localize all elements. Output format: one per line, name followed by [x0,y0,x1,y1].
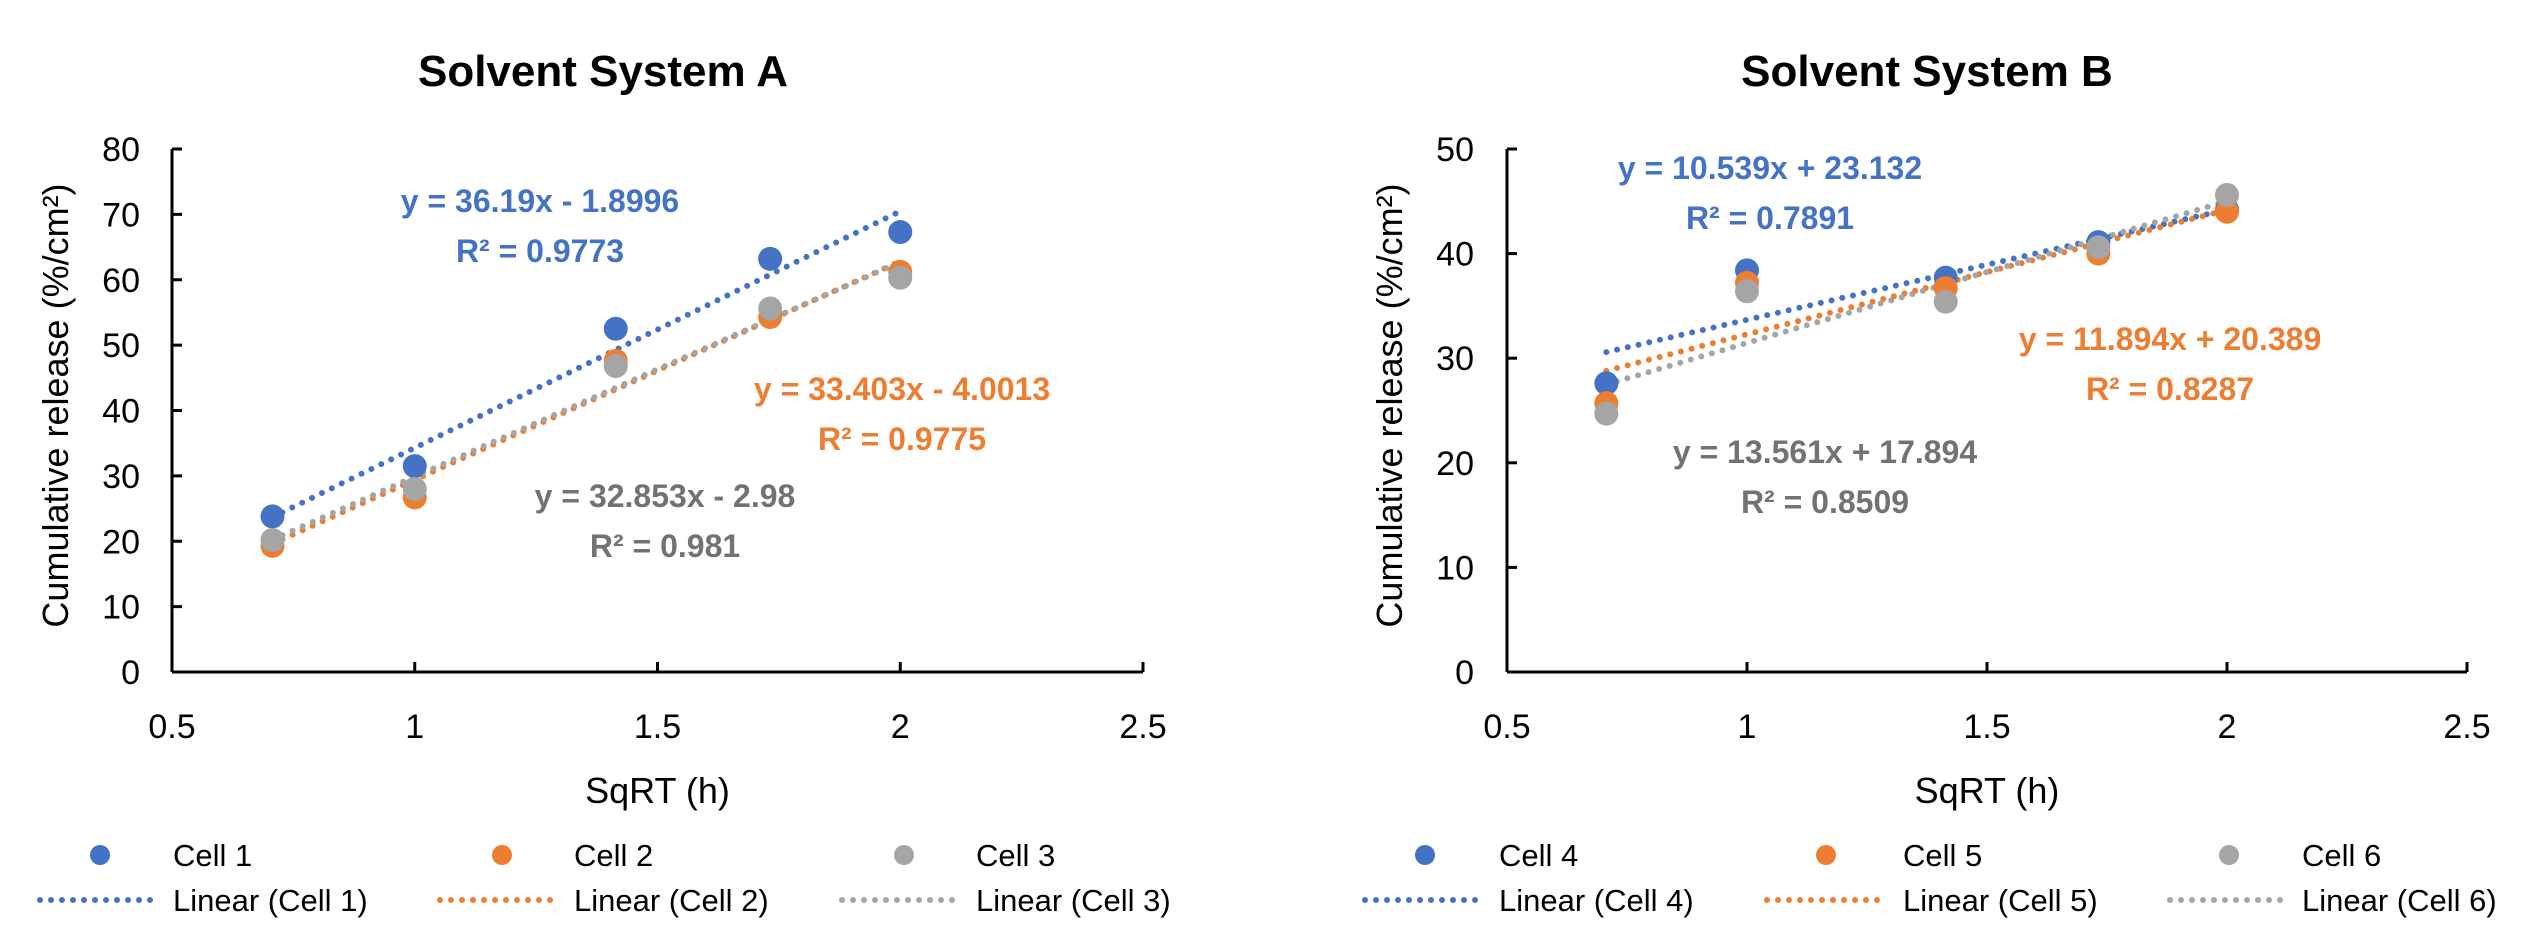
x-tick-label: 1.5 [634,708,681,746]
legend-label: Cell 1 [173,838,252,873]
x-tick-label: 1.5 [1963,708,2010,746]
data-point-cell-3 [888,265,913,290]
legend-label: Cell 2 [574,838,653,873]
y-tick-label: 60 [102,262,140,300]
legend-marker-cell-1 [90,845,110,865]
y-tick-label: 40 [1436,236,1474,274]
y-tick-label: 30 [1436,340,1474,378]
y-tick-label: 40 [102,393,140,431]
data-point-cell-1 [402,454,427,479]
y-axis-title: Cumulative release (%/cm²) [1369,183,1410,627]
data-point-cell-6 [2215,183,2239,208]
y-tick-label: 50 [1436,131,1474,169]
x-axis-title: SqRT (h) [585,770,730,811]
x-tick-label: 0.5 [148,708,195,746]
trendline-cell-5 [1603,206,2230,374]
legend-marker-cell-6 [2219,845,2239,865]
legend-trendline-label: Linear (Cell 1) [173,883,368,918]
y-tick-label: 0 [1455,654,1474,692]
legend-trendline-label: Linear (Cell 3) [976,883,1171,918]
data-point-cell-1 [260,504,285,529]
data-point-cell-1 [888,220,913,245]
trendline-equation: y = 10.539x + 23.132 [1618,150,1922,186]
legend-label: Cell 6 [2302,838,2381,873]
x-tick-label: 2.5 [1119,708,1166,746]
data-point-cell-6 [2086,235,2111,260]
legend-label: Cell 4 [1499,838,1578,873]
legend-marker-cell-3 [894,845,914,865]
y-axis-title: Cumulative release (%/cm²) [35,183,76,627]
trendline-r-squared: R² = 0.8287 [2086,371,2254,407]
legend-trendline-label: Linear (Cell 5) [1903,883,2098,918]
x-tick-label: 2.5 [2443,708,2490,746]
legend-marker-cell-5 [1816,845,1836,865]
x-axis-title: SqRT (h) [1915,770,2060,811]
y-tick-label: 20 [102,523,140,561]
trendline-equation: y = 32.853x - 2.98 [535,478,796,514]
legend-trendline-label: Linear (Cell 6) [2302,883,2497,918]
chart-b: Solvent System B 0 10 20 30 40 50 0.5 1 1.5 2 2.5 Sq… [1362,47,2497,918]
legend-marker-cell-4 [1415,845,1435,865]
y-tick-label: 0 [121,654,140,692]
y-tick-label: 10 [1436,549,1474,587]
y-tick-label: 30 [102,458,140,496]
legend-label: Cell 3 [976,838,1055,873]
y-tick-label: 50 [102,327,140,365]
x-tick-label: 1 [405,708,424,746]
x-tick-label: 0.5 [1483,708,1530,746]
chart-title: Solvent System B [1741,47,2113,96]
data-point-cell-3 [402,476,427,501]
data-point-cell-6 [1933,289,1958,314]
legend-marker-cell-2 [492,845,512,865]
trendline-cell-1 [269,208,904,521]
data-point-cell-3 [758,296,783,321]
data-point-cell-6 [1735,279,1759,304]
data-point-cell-3 [603,354,628,379]
trendline-r-squared: R² = 0.7891 [1686,200,1854,236]
trendline-cell-6 [1603,198,2230,388]
y-tick-label: 20 [1436,445,1474,483]
legend-trendline-label: Linear (Cell 2) [574,883,769,918]
x-tick-label: 2 [2218,708,2237,746]
y-tick-label: 70 [102,196,140,234]
data-point-cell-6 [1594,401,1619,426]
y-tick-label: 80 [102,131,140,169]
x-tick-label: 1 [1738,708,1757,746]
trendline-r-squared: R² = 0.8509 [1741,484,1909,520]
data-point-cell-5 [2215,199,2239,224]
legend-trendline-label: Linear (Cell 4) [1499,883,1694,918]
trendline-equation: y = 36.19x - 1.8996 [401,183,679,219]
data-point-cell-4 [1594,371,1619,396]
trendline-cell-3 [269,258,904,543]
trendline-r-squared: R² = 0.9773 [456,233,624,269]
data-point-cell-1 [603,316,628,341]
x-tick-label: 2 [891,708,910,746]
y-tick-label: 10 [102,589,140,627]
data-point-cell-1 [758,246,783,271]
data-point-cell-3 [260,527,285,552]
legend-label: Cell 5 [1903,838,1982,873]
chart-title: Solvent System A [418,47,788,96]
trendline-equation: y = 11.894x + 20.389 [2019,321,2322,357]
trendline-equation: y = 33.403x - 4.0013 [754,371,1050,407]
trendline-equation: y = 13.561x + 17.894 [1673,434,1977,470]
trendline-r-squared: R² = 0.9775 [818,421,986,457]
trendline-r-squared: R² = 0.981 [590,528,740,564]
chart-a: Solvent System A 0 10 20 30 40 50 60 70 80 0.5 1 1.5… [35,47,1171,918]
